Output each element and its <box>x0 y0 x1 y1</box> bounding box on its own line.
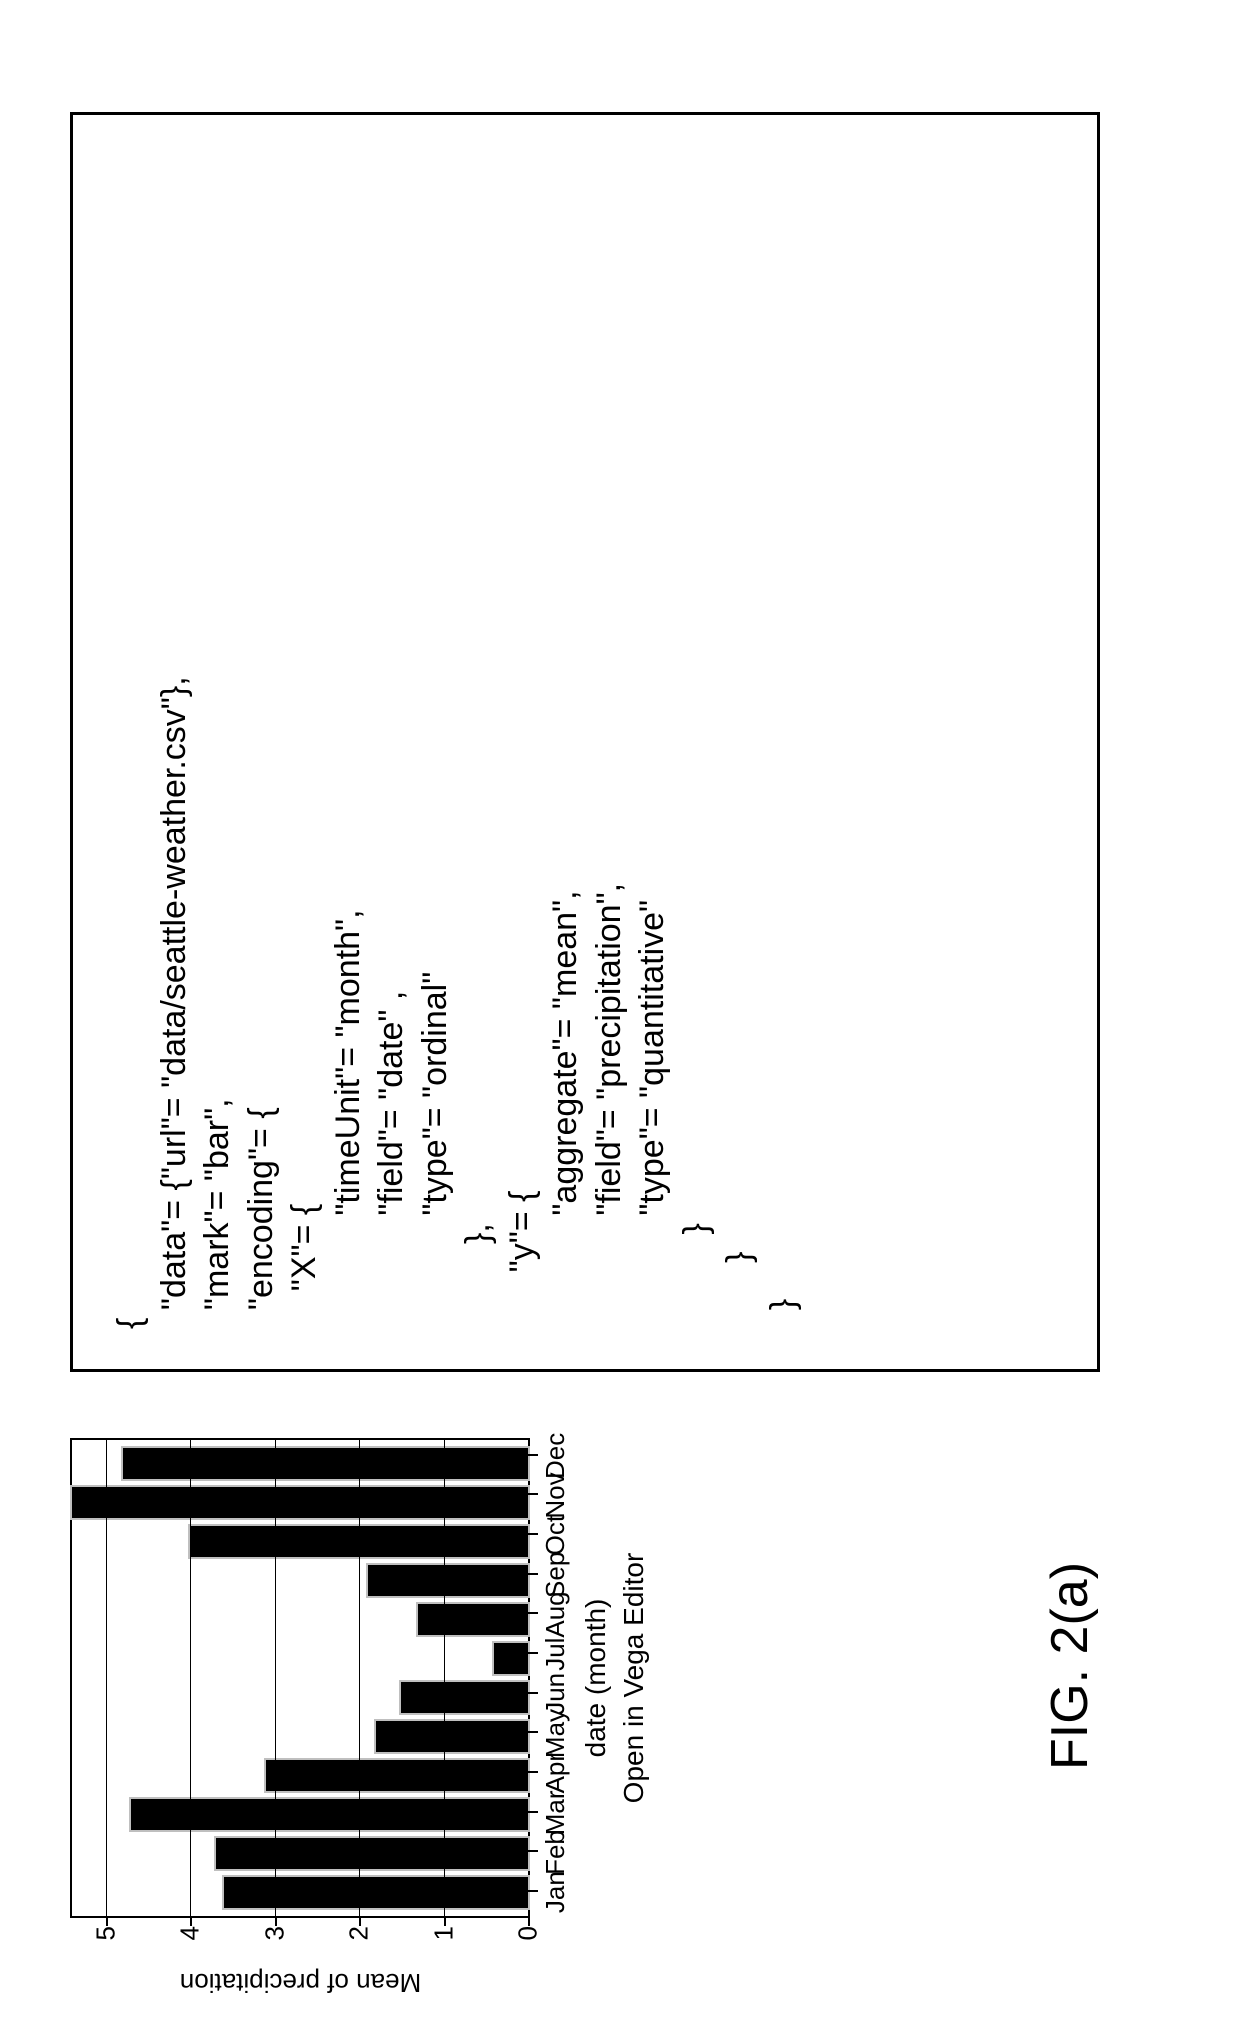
x-tick-mark <box>528 1771 538 1773</box>
x-tick-label: May <box>540 1709 571 1758</box>
gridline <box>359 1440 360 1916</box>
y-tick-label: 5 <box>90 1926 121 1940</box>
two-column-layout: Mean of precipitation 012345JanFebMarApr… <box>70 60 1100 1960</box>
x-tick-mark <box>528 1890 538 1892</box>
bar-slot <box>72 1678 528 1717</box>
bar-slot <box>72 1444 528 1483</box>
y-tick-label: 0 <box>513 1926 544 1940</box>
x-tick-label: Dec <box>540 1433 571 1479</box>
bar <box>376 1721 528 1752</box>
x-tick-mark <box>528 1613 538 1615</box>
plot-area: 012345JanFebMarAprMayJunJulAugSepOctNovD… <box>70 1438 530 1918</box>
x-tick-mark <box>528 1573 538 1575</box>
bar-slot <box>72 1834 528 1873</box>
gridline <box>444 1440 445 1916</box>
bar <box>368 1565 528 1596</box>
x-tick-mark <box>528 1494 538 1496</box>
y-tick-label: 3 <box>259 1926 290 1940</box>
x-tick-label: Jul <box>540 1638 571 1671</box>
y-tick-mark <box>444 1916 446 1926</box>
figure-label: FIG. 2(a) <box>1040 1562 1100 1770</box>
y-tick-label: 2 <box>344 1926 375 1940</box>
x-tick-mark <box>528 1533 538 1535</box>
bar <box>72 1487 528 1518</box>
bar-slot <box>72 1717 528 1756</box>
x-tick-mark <box>528 1692 538 1694</box>
x-tick-mark <box>528 1732 538 1734</box>
plot-wrap: 012345JanFebMarAprMayJunJulAugSepOctNovD… <box>70 1438 650 1918</box>
y-axis-title-text: Mean of precipitation <box>179 1967 420 1998</box>
y-tick-mark <box>190 1916 192 1926</box>
bar-slot <box>72 1639 528 1678</box>
chart-panel: Mean of precipitation 012345JanFebMarApr… <box>70 1400 650 1960</box>
bars-container <box>72 1440 528 1916</box>
x-tick-label: Jan <box>540 1871 571 1913</box>
gridline <box>275 1440 276 1916</box>
bar-slot <box>72 1756 528 1795</box>
x-axis-subtitle: Open in Vega Editor <box>618 1438 650 1918</box>
x-axis-title: date (month) <box>580 1438 612 1918</box>
bar-slot <box>72 1561 528 1600</box>
bar-slot <box>72 1483 528 1522</box>
page-root: Mean of precipitation 012345JanFebMarApr… <box>0 0 1240 2025</box>
figure-rotated-stage: Mean of precipitation 012345JanFebMarApr… <box>70 60 1170 1960</box>
x-tick-label: Sep <box>540 1552 571 1598</box>
code-text: { "data"= {"url"= "data/seattle-weather.… <box>111 676 802 1329</box>
x-tick-label: Aug <box>540 1591 571 1637</box>
bar <box>401 1682 528 1713</box>
x-tick-mark <box>528 1851 538 1853</box>
bar-slot <box>72 1600 528 1639</box>
bar-slot <box>72 1522 528 1561</box>
y-tick-mark <box>359 1916 361 1926</box>
bar-slot <box>72 1795 528 1834</box>
bar <box>216 1838 528 1869</box>
x-tick-label: Mar <box>540 1790 571 1835</box>
bar <box>266 1760 528 1791</box>
y-tick-label: 4 <box>175 1926 206 1940</box>
gridline <box>106 1440 107 1916</box>
x-tick-label: Nov <box>540 1472 571 1518</box>
y-tick-label: 1 <box>428 1926 459 1940</box>
bar <box>418 1604 528 1635</box>
bar-slot <box>72 1873 528 1912</box>
x-tick-label: Jun <box>540 1673 571 1715</box>
x-tick-label: Feb <box>540 1830 571 1875</box>
bar <box>123 1448 528 1479</box>
gridline <box>190 1440 191 1916</box>
x-tick-mark <box>528 1811 538 1813</box>
y-tick-mark <box>106 1916 108 1926</box>
x-tick-label: Apr <box>540 1753 571 1793</box>
y-tick-mark <box>528 1916 530 1926</box>
bar <box>494 1643 528 1674</box>
x-tick-mark <box>528 1454 538 1456</box>
x-tick-mark <box>528 1652 538 1654</box>
code-panel: { "data"= {"url"= "data/seattle-weather.… <box>70 112 1100 1372</box>
y-axis-title: Mean of precipitation <box>70 1968 530 1996</box>
bar <box>224 1877 528 1908</box>
x-tick-label: Oct <box>540 1515 571 1555</box>
y-tick-mark <box>275 1916 277 1926</box>
